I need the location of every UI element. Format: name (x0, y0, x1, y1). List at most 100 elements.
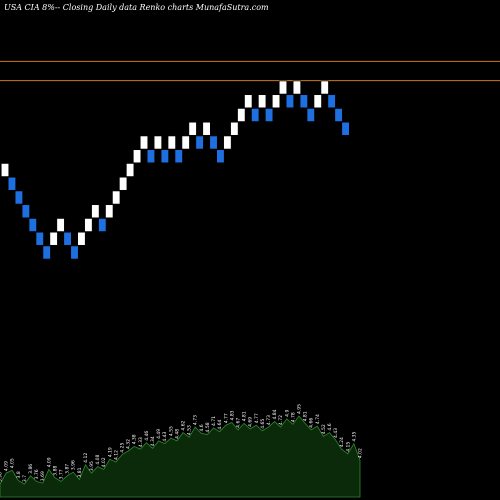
renko-brick-down (70, 245, 79, 260)
volume-label: 4.69 (248, 417, 254, 427)
renko-brick-up (223, 135, 232, 150)
renko-brick-up (244, 94, 253, 109)
reference-lines (0, 60, 500, 82)
renko-brick-down (209, 135, 218, 150)
renko-brick-down (98, 218, 107, 232)
volume-label: 4.15 (345, 442, 351, 452)
volume-label: 3.96 (71, 460, 77, 470)
renko-brick-down (265, 108, 274, 122)
volume-label: 4.32 (126, 439, 132, 449)
chart-title: USA CIA 8%-- Closing Daily data Renko ch… (4, 3, 269, 12)
renko-brick-up (230, 121, 239, 136)
volume-label: 3.77 (59, 469, 65, 479)
volume-label: 4.78 (290, 412, 296, 422)
renko-brick-up (49, 231, 58, 246)
renko-brick-down (7, 176, 16, 191)
volume-label: 4.71 (211, 416, 217, 426)
volume-label: 4.25 (120, 443, 126, 453)
renko-brick-up (0, 163, 10, 177)
volume-label: 4.43 (333, 428, 339, 438)
volume-area: 3.984.09 4.053.83.73.863.76 3.694.093.88 3.… (0, 404, 364, 498)
volume-label: 3.86 (28, 464, 34, 474)
volume-label: 4.55 (168, 426, 174, 436)
volume-label: 4.34 (150, 436, 156, 446)
volume-label: 4.48 (174, 429, 180, 439)
volume-label: 4.83 (229, 410, 235, 420)
volume-label: 3.8 (16, 471, 22, 478)
renko-brick-down (160, 149, 169, 164)
volume-label: 4.38 (132, 434, 138, 444)
volume-label: 4.58 (205, 422, 211, 432)
renko-brick-up (105, 204, 114, 219)
renko-brick-up (320, 80, 329, 95)
renko-brick-down (146, 149, 155, 164)
renko-brick-down (251, 108, 260, 122)
volume-label: 4.81 (303, 411, 309, 421)
renko-brick-down (285, 94, 295, 109)
renko-brick-up (133, 149, 142, 164)
volume-label: 3.69 (40, 471, 46, 481)
volume-label: 4.09 (46, 457, 52, 467)
renko-brick-up (167, 135, 176, 150)
renko-brick-up (313, 94, 322, 109)
volume-label: 3.95 (89, 461, 95, 471)
renko-brick-up (292, 80, 301, 95)
renko-brick-up (91, 204, 100, 219)
renko-brick-up (84, 218, 93, 232)
volume-label: 4.19 (107, 447, 113, 457)
volume-label: 4.66 (309, 418, 315, 428)
volume-label: 4.52 (321, 424, 327, 434)
renko-brick-up (126, 163, 135, 177)
renko-brick-up (112, 190, 121, 205)
renko-brick-down (334, 108, 343, 122)
volume-label: 4.43 (162, 431, 168, 441)
volume-label: 3.98 (0, 472, 4, 482)
volume-label: 4.35 (351, 431, 357, 441)
volume-label: 4.81 (242, 411, 248, 421)
renko-brick-down (28, 218, 37, 232)
volume-label: 4.6 (327, 423, 333, 430)
volume-label: 3.87 (65, 464, 71, 474)
volume-label: 4.53 (187, 425, 193, 435)
renko-brick-up (237, 108, 246, 122)
renko-bricks (0, 80, 350, 260)
volume-label: 4.46 (144, 431, 150, 441)
volume-label: 4.74 (315, 414, 321, 424)
renko-brick-up (202, 121, 211, 136)
volume-label: 4.64 (217, 420, 223, 430)
volume-label: 4.05 (10, 458, 16, 468)
volume-label: 4.24 (339, 437, 345, 447)
renko-brick-down (35, 231, 44, 246)
renko-brick-up (153, 135, 162, 150)
volume-label: 4.73 (193, 415, 199, 425)
renko-brick-down (306, 108, 315, 122)
renko-brick-down (14, 190, 23, 205)
renko-brick-down (299, 94, 308, 109)
volume-label: 3.81 (77, 467, 83, 477)
volume-area-path (0, 415, 361, 498)
volume-label: 4.73 (266, 415, 272, 425)
volume-label: 4.09 (4, 461, 10, 471)
renko-brick-down (174, 149, 183, 164)
renko-brick-up (278, 80, 288, 95)
volume-label: 4.77 (223, 413, 229, 423)
renko-brick-up (139, 135, 149, 150)
renko-brick-down (63, 231, 72, 246)
renko-brick-down (195, 135, 204, 150)
renko-brick-up (77, 231, 86, 246)
volume-label: 4.77 (254, 413, 260, 423)
renko-brick-down (341, 121, 350, 136)
volume-label: 4.12 (113, 450, 119, 460)
renko-brick-down (42, 245, 51, 260)
volume-label: 4.12 (83, 453, 89, 463)
volume-label: 4.08 (95, 454, 101, 464)
renko-brick-down (216, 149, 225, 164)
renko-brick-down (21, 204, 30, 219)
volume-label: 4.95 (296, 404, 302, 414)
volume-label: 4.9 (284, 410, 290, 417)
renko-brick-up (188, 121, 197, 136)
volume-label: 4.72 (278, 415, 284, 425)
renko-brick-up (119, 176, 128, 191)
renko-brick-down (327, 94, 336, 109)
